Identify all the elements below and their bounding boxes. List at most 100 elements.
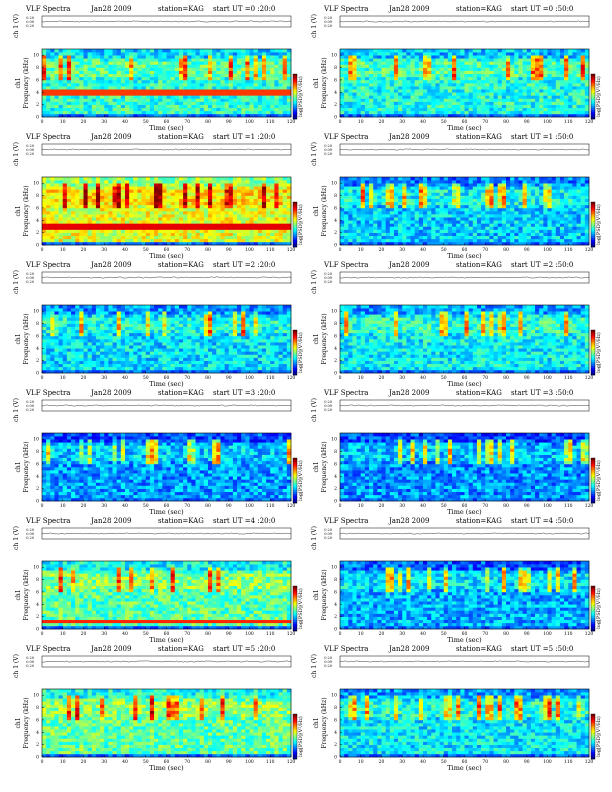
spectrogram-cell — [435, 73, 440, 78]
spectrogram-cell — [402, 67, 407, 71]
spectrogram-cell — [435, 204, 440, 209]
spectrogram-cell — [452, 186, 457, 190]
spectrogram-cell — [435, 83, 440, 87]
spectrogram-cell — [145, 110, 151, 115]
spectrogram-cell — [224, 104, 230, 109]
spectrogram-cell — [526, 107, 532, 112]
spectrogram-cell — [195, 211, 200, 215]
x-tick-label: 120 — [287, 119, 296, 125]
spectrogram-cell — [373, 86, 378, 90]
spectrogram-cell — [551, 73, 557, 78]
spectrogram-cell — [559, 49, 565, 53]
spectrogram-cell — [46, 217, 51, 221]
spectrogram-cell — [183, 86, 188, 90]
spectrogram-cell — [170, 58, 176, 62]
spectrogram-cell — [158, 58, 163, 62]
spectrogram-cell — [261, 241, 267, 246]
spectrogram-cell — [79, 104, 84, 109]
spectrogram-cell — [286, 211, 292, 215]
spectrogram-cell — [377, 58, 382, 62]
spectrogram-cell — [427, 110, 432, 115]
spectrogram-cell — [481, 217, 486, 221]
spectrogram-cell — [576, 64, 581, 68]
spectrogram-cell — [249, 186, 254, 190]
spectrogram-cell — [373, 92, 378, 96]
spectrogram-cell — [241, 101, 246, 105]
spectrogram-cell — [149, 67, 155, 71]
spectrogram-cell — [232, 49, 238, 53]
spectrogram-cell — [87, 83, 93, 87]
spectrogram-cell — [104, 198, 109, 203]
spectrogram-cell — [112, 195, 117, 199]
spectrogram-cell — [220, 220, 225, 224]
spectrogram-cell — [427, 61, 432, 65]
spectrogram-cell — [191, 76, 196, 81]
spectrogram-cell — [216, 92, 221, 96]
spectrogram-cell — [241, 64, 246, 68]
spectrogram-cell — [91, 86, 97, 90]
spectrogram-cell — [535, 89, 540, 93]
spectrogram-cell — [46, 211, 51, 215]
spectrogram-cell — [149, 113, 155, 118]
spectrogram-cell — [145, 83, 151, 87]
spectrogram-cell — [249, 61, 254, 65]
spectrogram-cell — [187, 211, 192, 215]
spectrogram-cell — [576, 83, 581, 87]
spectrogram-cell — [261, 86, 267, 90]
spectrogram-cell — [58, 223, 64, 227]
spectrogram-cell — [360, 180, 366, 184]
spectrogram-cell — [447, 104, 453, 109]
spectrogram-cell — [526, 52, 532, 56]
spectrogram-cell — [443, 229, 449, 233]
spectrogram-cell — [402, 192, 407, 196]
spectrogram-cell — [278, 204, 283, 209]
spectrogram-cell — [344, 76, 349, 81]
spectrogram-cell — [572, 64, 577, 68]
x-tick-label: 110 — [266, 247, 275, 253]
spectrogram-cell — [423, 104, 428, 109]
spectrogram-cell — [145, 195, 151, 199]
spectrogram-cell — [75, 58, 80, 62]
spectrogram-cell — [286, 220, 292, 224]
spectrogram-cell — [129, 177, 134, 181]
spectrogram-cell — [539, 101, 544, 105]
spectrogram-cell — [398, 113, 403, 118]
spectrogram-cell — [50, 52, 55, 56]
spectrogram-cell — [232, 83, 238, 87]
spectrogram-cell — [158, 195, 163, 199]
spectrogram-cell — [158, 83, 163, 87]
spectrogram-cell — [439, 98, 445, 102]
spectrogram-cell — [352, 79, 357, 84]
spectrogram-cell — [526, 58, 532, 62]
spectrogram-cell — [162, 217, 167, 221]
spectrogram-cell — [447, 83, 453, 87]
spectrogram-cell — [104, 95, 109, 99]
spectrogram-cell — [87, 98, 93, 102]
spectrogram-cell — [452, 180, 457, 184]
spectrogram-cell — [228, 104, 234, 109]
spectrogram-cell — [452, 98, 457, 102]
spectrogram-cell — [427, 79, 432, 84]
spectrogram-cell — [141, 98, 147, 102]
spectrogram-cell — [360, 189, 366, 193]
spectrogram-cell — [166, 241, 171, 246]
spectrogram-cell — [208, 198, 213, 203]
spectrogram-cell — [348, 235, 353, 240]
spectrogram-cell — [54, 104, 59, 109]
spectrogram-cell — [402, 107, 407, 112]
spectrogram-cell — [348, 113, 353, 118]
spectrogram-cell — [431, 198, 436, 203]
spectrogram-cell — [452, 79, 457, 84]
spectrogram-cell — [472, 76, 478, 81]
spectrogram-cell — [174, 83, 180, 87]
spectrogram-cell — [530, 55, 536, 59]
spectrogram-cell — [79, 67, 84, 71]
spectrogram-cell — [162, 70, 167, 75]
spectrogram-cell — [87, 198, 93, 203]
spectrogram-cell — [389, 101, 395, 105]
spectrogram-cell — [348, 223, 353, 227]
spectrogram-cell — [232, 101, 238, 105]
spectrogram-cell — [431, 195, 436, 199]
spectrogram-cell — [555, 61, 561, 65]
spectrogram-cell — [431, 113, 436, 118]
